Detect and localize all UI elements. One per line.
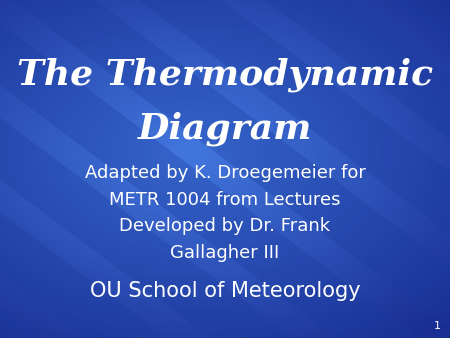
Text: 1: 1 — [434, 321, 441, 331]
Text: OU School of Meteorology: OU School of Meteorology — [90, 281, 360, 301]
Text: Adapted by K. Droegemeier for
METR 1004 from Lectures
Developed by Dr. Frank
Gal: Adapted by K. Droegemeier for METR 1004 … — [85, 164, 365, 262]
Polygon shape — [0, 334, 450, 338]
Text: The Thermodynamic: The Thermodynamic — [17, 57, 433, 92]
Polygon shape — [0, 0, 450, 18]
Polygon shape — [0, 0, 450, 207]
Polygon shape — [0, 0, 450, 301]
Polygon shape — [0, 50, 450, 338]
Polygon shape — [0, 0, 450, 112]
Text: Diagram: Diagram — [138, 111, 312, 146]
Polygon shape — [0, 145, 450, 338]
Polygon shape — [0, 239, 450, 338]
